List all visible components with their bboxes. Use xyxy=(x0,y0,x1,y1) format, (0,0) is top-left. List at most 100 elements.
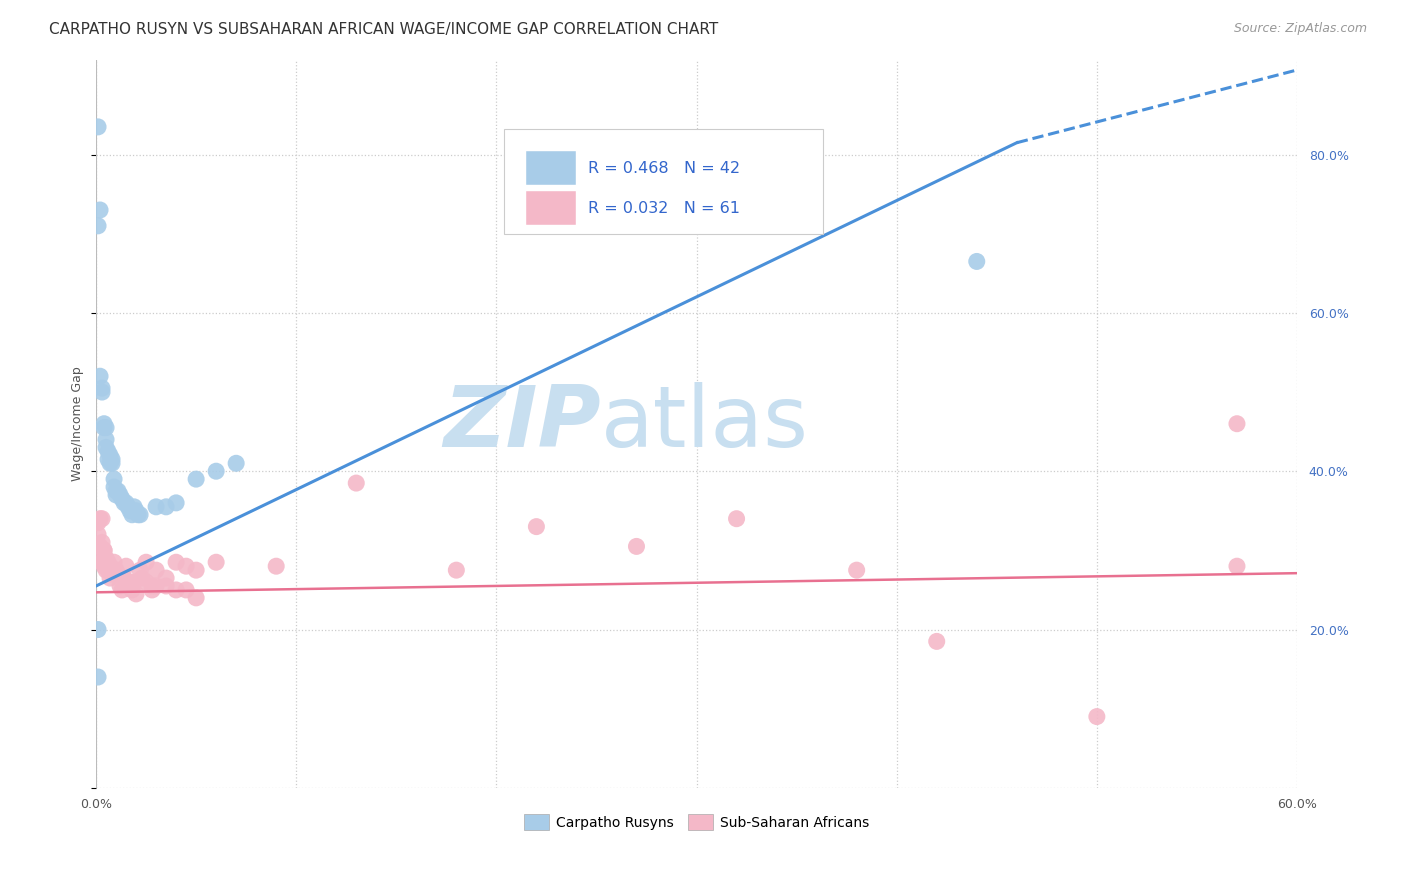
Point xyxy=(101,567,124,582)
Point xyxy=(94,551,117,566)
Point xyxy=(108,488,131,502)
Point xyxy=(205,555,228,569)
Text: R = 0.468   N = 42: R = 0.468 N = 42 xyxy=(589,161,741,176)
Point xyxy=(155,500,177,514)
Point xyxy=(526,519,548,533)
Point xyxy=(165,496,187,510)
Point xyxy=(120,574,142,589)
Point xyxy=(127,508,149,522)
Point xyxy=(87,120,110,134)
Point xyxy=(108,579,131,593)
Point xyxy=(87,527,110,541)
Point xyxy=(91,385,114,400)
Point xyxy=(122,500,145,514)
Point xyxy=(97,555,120,569)
Text: Source: ZipAtlas.com: Source: ZipAtlas.com xyxy=(1233,22,1367,36)
Text: ZIP: ZIP xyxy=(443,382,600,466)
Point xyxy=(87,219,110,233)
Text: R = 0.032   N = 61: R = 0.032 N = 61 xyxy=(589,201,741,216)
Point xyxy=(103,480,125,494)
Point xyxy=(107,567,129,582)
Point xyxy=(129,563,152,577)
Point xyxy=(94,433,117,447)
Point xyxy=(111,582,134,597)
Point xyxy=(115,496,138,510)
Point xyxy=(165,582,187,597)
Point xyxy=(145,563,167,577)
Point xyxy=(845,563,868,577)
Point xyxy=(205,464,228,478)
Point xyxy=(131,571,153,585)
Point xyxy=(107,483,129,498)
Point xyxy=(98,456,121,470)
Point xyxy=(626,540,648,554)
Point xyxy=(925,634,948,648)
Text: CARPATHO RUSYN VS SUBSAHARAN AFRICAN WAGE/INCOME GAP CORRELATION CHART: CARPATHO RUSYN VS SUBSAHARAN AFRICAN WAG… xyxy=(49,22,718,37)
Y-axis label: Wage/Income Gap: Wage/Income Gap xyxy=(72,367,84,481)
Point xyxy=(89,512,111,526)
Point xyxy=(91,555,114,569)
Point xyxy=(98,449,121,463)
Point xyxy=(145,579,167,593)
Point xyxy=(89,202,111,217)
Point xyxy=(966,254,988,268)
Point xyxy=(94,441,117,455)
FancyBboxPatch shape xyxy=(526,152,576,185)
Point xyxy=(101,563,124,577)
Point xyxy=(87,670,110,684)
Point xyxy=(141,582,163,597)
Text: atlas: atlas xyxy=(600,382,808,466)
Point xyxy=(87,516,110,530)
Point xyxy=(446,563,468,577)
Point xyxy=(97,444,120,458)
Point xyxy=(121,582,143,597)
Point xyxy=(91,535,114,549)
Point xyxy=(89,369,111,384)
Point xyxy=(129,508,152,522)
Point xyxy=(97,563,120,577)
Point xyxy=(125,587,148,601)
Point xyxy=(184,591,207,605)
Point xyxy=(174,582,197,597)
Point xyxy=(93,559,115,574)
Point xyxy=(112,571,135,585)
Point xyxy=(91,381,114,395)
Point xyxy=(115,559,138,574)
Point xyxy=(101,456,124,470)
Point xyxy=(94,420,117,434)
Point xyxy=(87,623,110,637)
FancyBboxPatch shape xyxy=(526,192,576,225)
Point xyxy=(135,574,157,589)
Legend: Carpatho Rusyns, Sub-Saharan Africans: Carpatho Rusyns, Sub-Saharan Africans xyxy=(519,808,875,836)
Point xyxy=(264,559,287,574)
Point xyxy=(94,555,117,569)
Point xyxy=(117,579,139,593)
FancyBboxPatch shape xyxy=(505,128,823,235)
Point xyxy=(155,571,177,585)
Point xyxy=(93,555,115,569)
Point xyxy=(111,491,134,506)
Point xyxy=(103,472,125,486)
Point xyxy=(93,417,115,431)
Point xyxy=(97,452,120,467)
Point xyxy=(165,555,187,569)
Point xyxy=(93,543,115,558)
Point xyxy=(91,547,114,561)
Point xyxy=(725,512,748,526)
Point xyxy=(94,563,117,577)
Point xyxy=(1085,709,1108,723)
Point xyxy=(89,540,111,554)
Point xyxy=(174,559,197,574)
Point xyxy=(91,512,114,526)
Point xyxy=(93,543,115,558)
Point xyxy=(101,452,124,467)
Point xyxy=(117,500,139,514)
Point xyxy=(1226,417,1249,431)
Point xyxy=(105,488,128,502)
Point xyxy=(122,574,145,589)
Point xyxy=(155,579,177,593)
Point xyxy=(141,579,163,593)
Point xyxy=(125,504,148,518)
Point xyxy=(103,555,125,569)
Point xyxy=(121,508,143,522)
